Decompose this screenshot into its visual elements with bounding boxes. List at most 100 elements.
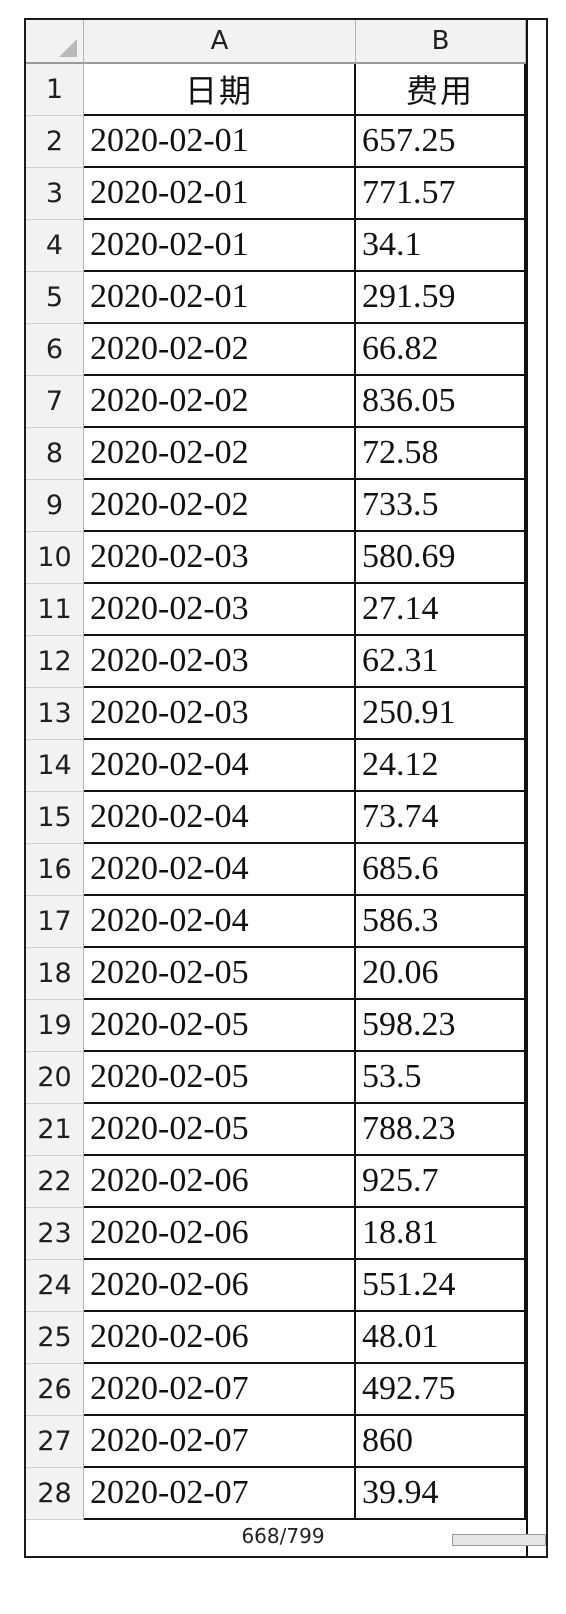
row-header[interactable]: 24 xyxy=(26,1260,84,1312)
cell-cost[interactable]: 20.06 xyxy=(356,948,526,1000)
cell-date[interactable]: 2020-02-01 xyxy=(84,116,356,168)
cell-cost[interactable]: 250.91 xyxy=(356,688,526,740)
cell-date[interactable]: 2020-02-07 xyxy=(84,1468,356,1520)
cell-date[interactable]: 2020-02-06 xyxy=(84,1208,356,1260)
cell-date-header[interactable]: 日期 xyxy=(84,64,356,116)
page-counter: 668/799 xyxy=(241,1524,325,1548)
row-header[interactable]: 9 xyxy=(26,480,84,532)
table-row: 28 2020-02-07 39.94 xyxy=(26,1468,526,1520)
cell-cost[interactable]: 771.57 xyxy=(356,168,526,220)
cell-cost[interactable]: 836.05 xyxy=(356,376,526,428)
row-header[interactable]: 13 xyxy=(26,688,84,740)
cell-date[interactable]: 2020-02-05 xyxy=(84,1000,356,1052)
row-header[interactable]: 10 xyxy=(26,532,84,584)
cell-cost[interactable]: 66.82 xyxy=(356,324,526,376)
row-header[interactable]: 11 xyxy=(26,584,84,636)
row-header[interactable]: 22 xyxy=(26,1156,84,1208)
cell-date[interactable]: 2020-02-07 xyxy=(84,1416,356,1468)
cell-date[interactable]: 2020-02-06 xyxy=(84,1312,356,1364)
cell-date[interactable]: 2020-02-01 xyxy=(84,220,356,272)
horizontal-scrollbar[interactable] xyxy=(452,1534,546,1546)
row-header[interactable]: 3 xyxy=(26,168,84,220)
cell-cost[interactable]: 24.12 xyxy=(356,740,526,792)
row-header[interactable]: 4 xyxy=(26,220,84,272)
table-row: 16 2020-02-04 685.6 xyxy=(26,844,526,896)
row-header[interactable]: 5 xyxy=(26,272,84,324)
cell-cost[interactable]: 72.58 xyxy=(356,428,526,480)
cell-date[interactable]: 2020-02-05 xyxy=(84,948,356,1000)
row-header[interactable]: 6 xyxy=(26,324,84,376)
cell-date[interactable]: 2020-02-04 xyxy=(84,792,356,844)
row-header[interactable]: 7 xyxy=(26,376,84,428)
cell-date[interactable]: 2020-02-04 xyxy=(84,896,356,948)
cell-date[interactable]: 2020-02-02 xyxy=(84,324,356,376)
row-header[interactable]: 12 xyxy=(26,636,84,688)
cell-date[interactable]: 2020-02-07 xyxy=(84,1364,356,1416)
row-header[interactable]: 1 xyxy=(26,64,84,116)
cell-cost[interactable]: 73.74 xyxy=(356,792,526,844)
grid-right-border xyxy=(526,20,528,1556)
row-header[interactable]: 27 xyxy=(26,1416,84,1468)
cell-date[interactable]: 2020-02-05 xyxy=(84,1052,356,1104)
cell-date[interactable]: 2020-02-04 xyxy=(84,740,356,792)
cell-date[interactable]: 2020-02-03 xyxy=(84,688,356,740)
row-header[interactable]: 2 xyxy=(26,116,84,168)
row-header[interactable]: 23 xyxy=(26,1208,84,1260)
cell-cost[interactable]: 586.3 xyxy=(356,896,526,948)
cell-date[interactable]: 2020-02-01 xyxy=(84,168,356,220)
cell-cost[interactable]: 18.81 xyxy=(356,1208,526,1260)
cell-date[interactable]: 2020-02-01 xyxy=(84,272,356,324)
table-row: 3 2020-02-01 771.57 xyxy=(26,168,526,220)
cell-date[interactable]: 2020-02-02 xyxy=(84,480,356,532)
row-header[interactable]: 16 xyxy=(26,844,84,896)
cell-cost[interactable]: 733.5 xyxy=(356,480,526,532)
row-header[interactable]: 21 xyxy=(26,1104,84,1156)
cell-cost[interactable]: 291.59 xyxy=(356,272,526,324)
cell-date[interactable]: 2020-02-02 xyxy=(84,428,356,480)
cell-cost[interactable]: 39.94 xyxy=(356,1468,526,1520)
cell-date[interactable]: 2020-02-06 xyxy=(84,1260,356,1312)
row-header[interactable]: 19 xyxy=(26,1000,84,1052)
cell-cost[interactable]: 551.24 xyxy=(356,1260,526,1312)
row-header[interactable]: 18 xyxy=(26,948,84,1000)
cell-date[interactable]: 2020-02-04 xyxy=(84,844,356,896)
select-all-triangle-icon xyxy=(59,39,77,57)
row-header[interactable]: 14 xyxy=(26,740,84,792)
cell-cost[interactable]: 860 xyxy=(356,1416,526,1468)
row-header[interactable]: 20 xyxy=(26,1052,84,1104)
row-header[interactable]: 26 xyxy=(26,1364,84,1416)
cell-date[interactable]: 2020-02-02 xyxy=(84,376,356,428)
cell-date[interactable]: 2020-02-05 xyxy=(84,1104,356,1156)
row-header[interactable]: 17 xyxy=(26,896,84,948)
cell-cost[interactable]: 657.25 xyxy=(356,116,526,168)
select-all-corner[interactable] xyxy=(26,20,84,64)
row-header[interactable]: 8 xyxy=(26,428,84,480)
cell-date[interactable]: 2020-02-06 xyxy=(84,1156,356,1208)
table-row: 21 2020-02-05 788.23 xyxy=(26,1104,526,1156)
cell-cost[interactable]: 492.75 xyxy=(356,1364,526,1416)
cell-cost[interactable]: 48.01 xyxy=(356,1312,526,1364)
column-header-b[interactable]: B xyxy=(356,20,526,64)
column-header-a[interactable]: A xyxy=(84,20,356,64)
cell-cost[interactable]: 53.5 xyxy=(356,1052,526,1104)
cell-cost[interactable]: 685.6 xyxy=(356,844,526,896)
row-header[interactable]: 28 xyxy=(26,1468,84,1520)
cell-cost[interactable]: 925.7 xyxy=(356,1156,526,1208)
table-row: 25 2020-02-06 48.01 xyxy=(26,1312,526,1364)
cell-cost[interactable]: 580.69 xyxy=(356,532,526,584)
table-header-row: 1 日期 费用 xyxy=(26,64,526,116)
cell-date[interactable]: 2020-02-03 xyxy=(84,636,356,688)
cell-cost-header[interactable]: 费用 xyxy=(356,64,526,116)
row-header[interactable]: 15 xyxy=(26,792,84,844)
cell-date[interactable]: 2020-02-03 xyxy=(84,532,356,584)
cell-date[interactable]: 2020-02-03 xyxy=(84,584,356,636)
cell-cost[interactable]: 788.23 xyxy=(356,1104,526,1156)
row-header[interactable]: 25 xyxy=(26,1312,84,1364)
table-row: 10 2020-02-03 580.69 xyxy=(26,532,526,584)
cell-cost[interactable]: 27.14 xyxy=(356,584,526,636)
table-row: 13 2020-02-03 250.91 xyxy=(26,688,526,740)
table-row: 20 2020-02-05 53.5 xyxy=(26,1052,526,1104)
cell-cost[interactable]: 34.1 xyxy=(356,220,526,272)
cell-cost[interactable]: 62.31 xyxy=(356,636,526,688)
cell-cost[interactable]: 598.23 xyxy=(356,1000,526,1052)
